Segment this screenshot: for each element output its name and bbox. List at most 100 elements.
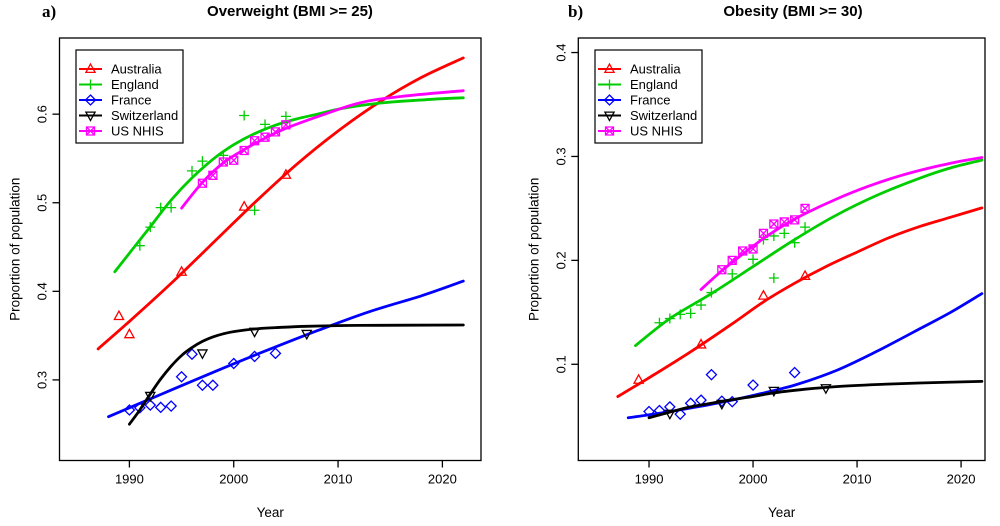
legend-label: England <box>630 77 678 92</box>
switzerland-triangle-down-marker <box>144 391 156 403</box>
panel-title: Obesity (BMI >= 30) <box>723 3 862 20</box>
legend-label: France <box>111 93 151 108</box>
x-tick-label: 1990 <box>635 472 664 487</box>
switzerland-triangle-down-marker <box>248 327 261 338</box>
series-england-line <box>113 96 465 274</box>
us-nhis-square-x-marker <box>270 127 281 137</box>
y-tick-label: 0.4 <box>35 282 50 300</box>
legend-plus-icon <box>85 79 96 90</box>
y-tick-label: 0.1 <box>553 355 568 373</box>
y-tick-label: 0.2 <box>553 251 568 269</box>
series-australia-line <box>96 56 465 351</box>
australia-triangle-up-marker <box>695 338 707 349</box>
x-axis-label: Year <box>768 505 796 520</box>
england-plus-marker <box>197 156 208 167</box>
y-tick-label: 0.3 <box>553 147 568 165</box>
legend-triangle-up-icon <box>84 62 97 74</box>
australia-triangle-up-marker <box>123 327 136 339</box>
us-nhis-square-x-marker <box>769 219 779 229</box>
series-switzerland-line <box>647 380 984 420</box>
france-diamond-marker <box>123 404 136 416</box>
legend-item-australia: Australia <box>79 62 162 77</box>
y-tick-label: 0.4 <box>553 44 568 62</box>
england-plus-marker <box>696 300 707 311</box>
australia-triangle-up-marker <box>113 309 125 321</box>
england-plus-marker <box>134 240 145 251</box>
us-nhis-square-x-marker <box>717 265 727 275</box>
x-axis-label: Year <box>257 505 285 520</box>
england-plus-marker <box>260 119 271 130</box>
legend-label: Switzerland <box>630 108 697 123</box>
france-diamond-marker <box>175 370 188 383</box>
switzerland-triangle-down-marker <box>768 386 780 398</box>
series-switzerland <box>647 380 984 420</box>
x-tick-label: 2020 <box>947 472 976 487</box>
legend-triangle-down-icon <box>84 111 97 122</box>
legend-plus-icon <box>604 79 615 90</box>
england-plus-marker <box>789 237 800 248</box>
france-diamond-marker <box>269 347 282 360</box>
france-diamond-marker <box>206 379 219 392</box>
legend-item-switzerland: Switzerland <box>79 108 178 123</box>
legend-item-france: France <box>598 93 670 108</box>
us-nhis-square-x-marker <box>229 155 239 165</box>
plot-border <box>577 37 986 462</box>
australia-triangle-up-marker <box>799 269 811 281</box>
series-us-nhis-line <box>180 89 465 210</box>
legend-label: England <box>111 77 159 92</box>
england-plus-marker <box>218 150 229 161</box>
legend-item-us-nhis: US NHIS <box>598 124 683 139</box>
us-nhis-square-x-marker <box>748 244 758 254</box>
england-plus-marker <box>187 165 198 176</box>
us-nhis-square-x-marker <box>727 255 737 266</box>
series-australia <box>96 56 465 351</box>
legend-label: US NHIS <box>111 124 164 139</box>
x-tick-label: 2010 <box>843 472 872 487</box>
series-australia <box>616 206 984 398</box>
x-tick-label: 2000 <box>219 472 248 487</box>
panel-tag-label: b) <box>568 2 583 21</box>
us-nhis-square-x-marker <box>737 246 748 256</box>
us-nhis-square-x-marker <box>208 170 218 180</box>
us-nhis-square-x-marker <box>758 228 769 239</box>
us-nhis-square-x-marker <box>197 178 208 188</box>
england-plus-marker <box>800 222 811 233</box>
france-diamond-marker <box>788 366 801 379</box>
england-plus-marker <box>664 313 675 324</box>
france-diamond-marker <box>248 350 261 363</box>
switzerland-triangle-down-marker <box>820 384 832 395</box>
switzerland-triangle-down-marker <box>301 329 313 341</box>
england-plus-marker <box>654 317 665 328</box>
england-plus-marker <box>280 111 291 122</box>
england-plus-marker <box>239 110 250 121</box>
switzerland-triangle-down-marker <box>664 409 676 420</box>
series-us-nhis <box>180 89 465 210</box>
france-diamond-marker <box>154 401 167 414</box>
england-plus-marker <box>685 308 696 319</box>
legend-item-australia: Australia <box>598 62 681 77</box>
legend-label: US NHIS <box>630 124 683 139</box>
x-tick-label: 1990 <box>115 472 144 487</box>
series-england <box>634 158 984 347</box>
legend-triangle-down-icon <box>603 111 616 122</box>
france-diamond-marker <box>165 400 178 412</box>
england-plus-marker <box>166 202 177 213</box>
legend-triangle-up-icon <box>603 62 616 74</box>
england-plus-marker <box>249 205 260 216</box>
australia-triangle-up-marker <box>757 289 770 300</box>
legend-item-england: England <box>79 77 159 92</box>
england-plus-marker <box>706 287 717 298</box>
panel-a: 1990 2000 2010 2020 0.3 0.4 0.5 0.6 Overweight (… <box>8 2 482 520</box>
y-tick-label: 0.3 <box>35 371 50 389</box>
panel-b: 1990 2000 2010 2020 0.1 0.2 0.3 0.4 Obesity (BMI… <box>526 2 986 520</box>
england-plus-marker <box>768 273 779 284</box>
x-tick-label: 2000 <box>739 472 768 487</box>
france-diamond-marker <box>705 368 718 381</box>
france-diamond-marker <box>674 408 687 421</box>
france-diamond-marker <box>186 348 198 361</box>
legend-square-x-icon <box>604 126 615 136</box>
legend-item-england: England <box>598 77 678 92</box>
series-england <box>113 96 465 274</box>
